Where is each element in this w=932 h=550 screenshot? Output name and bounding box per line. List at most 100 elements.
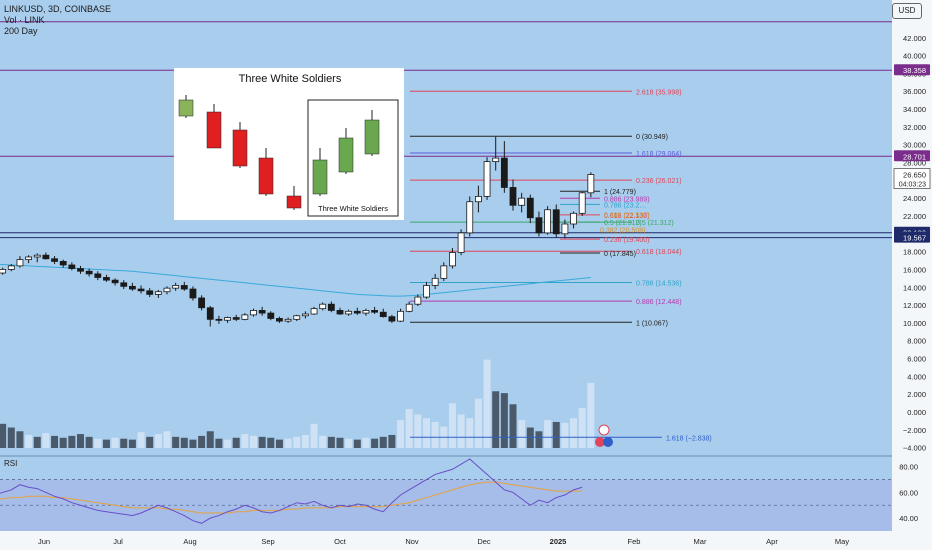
current-price-bg	[893, 168, 931, 189]
volume-bar	[405, 408, 413, 448]
price-tick: −2.000	[903, 426, 926, 435]
fib-label-2: 1.618 (29.064)	[636, 151, 682, 158]
ma-label: 200 Day	[4, 26, 38, 36]
inset-candle	[312, 159, 328, 195]
volume-bar	[284, 438, 292, 448]
fib-label-0: 2.618 (35.998)	[636, 89, 682, 96]
price-tick: 18.000	[903, 248, 926, 257]
price-tick: 4.000	[907, 372, 926, 381]
symbol-header: LINKUSD, 3D, COINBASE	[4, 4, 112, 14]
candle-body	[284, 318, 292, 322]
inner-fib-label-5: 0.236 (19.400)	[604, 237, 650, 244]
candle-body	[423, 285, 430, 298]
volume-bar	[189, 439, 197, 448]
price-tick: 22.000	[903, 212, 926, 221]
volume-bar	[232, 437, 240, 448]
volume-bar	[68, 435, 76, 448]
volume-bar	[397, 420, 405, 448]
volume-bar	[448, 403, 456, 448]
price-tick: 0.000	[907, 408, 926, 417]
volume-bar	[414, 414, 422, 448]
candle-body	[172, 285, 180, 289]
volume-bar	[275, 439, 283, 448]
volume-bar	[111, 437, 119, 448]
volume-bar	[319, 435, 327, 448]
candle-body	[483, 161, 491, 197]
inner-fib-label-0: 1 (24.779)	[604, 189, 636, 196]
volume-bar	[198, 435, 206, 448]
volume-bar	[137, 432, 145, 448]
time-label: Sep	[261, 537, 274, 546]
volume-bar	[466, 418, 474, 448]
candle-body	[362, 310, 370, 314]
time-label: Feb	[628, 537, 641, 546]
volume-bar	[483, 359, 491, 448]
volume-label: Vol · LINK	[4, 15, 45, 25]
candle-body	[250, 310, 257, 316]
volume-bar	[51, 435, 59, 448]
inset-title: Three White Soldiers	[239, 73, 342, 85]
rsi-tick: 60.00	[899, 488, 918, 497]
volume-bar	[570, 418, 578, 448]
candle-body	[345, 310, 353, 315]
pattern-inset: Three White Soldiers Three White Soldiers	[174, 68, 404, 220]
volume-bar	[388, 434, 396, 448]
candle-body	[466, 201, 474, 234]
currency-button[interactable]: USD	[892, 3, 922, 19]
time-axis-bg	[0, 531, 892, 550]
time-label: Aug	[183, 537, 196, 546]
price-tick: 28.000	[903, 159, 926, 168]
volume-bar	[518, 420, 526, 448]
volume-bar	[552, 421, 560, 448]
price-tick: −4.000	[903, 444, 926, 453]
price-tick: 36.000	[903, 87, 926, 96]
time-label: May	[835, 537, 849, 546]
volume-bar	[163, 431, 171, 448]
volume-bar	[102, 439, 110, 448]
candle-body	[33, 254, 41, 258]
price-tick: 16.000	[903, 265, 926, 274]
event-icon-1	[595, 437, 605, 447]
fib-label-5: 0.618 (18.044)	[636, 249, 682, 256]
volume-bar	[336, 437, 344, 448]
volume-bar	[500, 393, 508, 448]
price-badge: 19.567	[903, 234, 926, 243]
rsi-ma-line	[0, 481, 583, 514]
volume-bar	[77, 434, 84, 448]
candle-body	[578, 192, 586, 214]
candle-body	[189, 288, 197, 299]
candle-body	[198, 297, 206, 309]
candle-body	[0, 269, 7, 274]
volume-bar	[371, 438, 379, 448]
volume-bar	[578, 408, 586, 448]
volume-bar	[535, 431, 543, 448]
candle-body	[293, 315, 301, 320]
candle-body	[526, 197, 534, 219]
candle-body	[327, 303, 335, 311]
price-badge: 28.701	[903, 152, 926, 161]
inner-fib-label-4: 0.5 (21.312)	[604, 220, 642, 227]
candle-body	[267, 312, 275, 319]
price-tick: 34.000	[903, 105, 926, 114]
volume-bar	[33, 436, 41, 448]
volume-bar	[474, 398, 482, 448]
candle-body	[388, 316, 396, 322]
inset-candle	[286, 195, 302, 209]
time-label: 2025	[550, 537, 567, 546]
inner-fib-label-1: 0.886 (23.989)	[604, 196, 650, 203]
candle-body	[353, 310, 361, 314]
volume-bar	[431, 421, 439, 448]
inset-candle	[206, 111, 222, 149]
candle-body	[206, 307, 214, 320]
rsi-tick: 40.00	[899, 514, 918, 523]
volume-bar	[16, 431, 24, 448]
candle-body	[301, 313, 309, 317]
volume-bar	[215, 438, 223, 448]
price-tick: 32.000	[903, 123, 926, 132]
candle-body	[94, 273, 102, 278]
volume-bar	[94, 438, 102, 448]
volume-bar	[224, 439, 232, 448]
countdown: 04:03:23	[899, 182, 926, 189]
time-label: Oct	[334, 537, 347, 546]
